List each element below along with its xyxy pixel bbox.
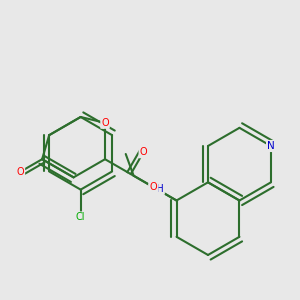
Text: NH: NH: [149, 184, 164, 194]
Text: O: O: [140, 147, 147, 157]
Text: O: O: [101, 118, 109, 128]
Text: N: N: [267, 141, 275, 151]
Text: O: O: [16, 167, 24, 177]
Text: O: O: [150, 182, 158, 192]
Text: Cl: Cl: [76, 212, 86, 222]
